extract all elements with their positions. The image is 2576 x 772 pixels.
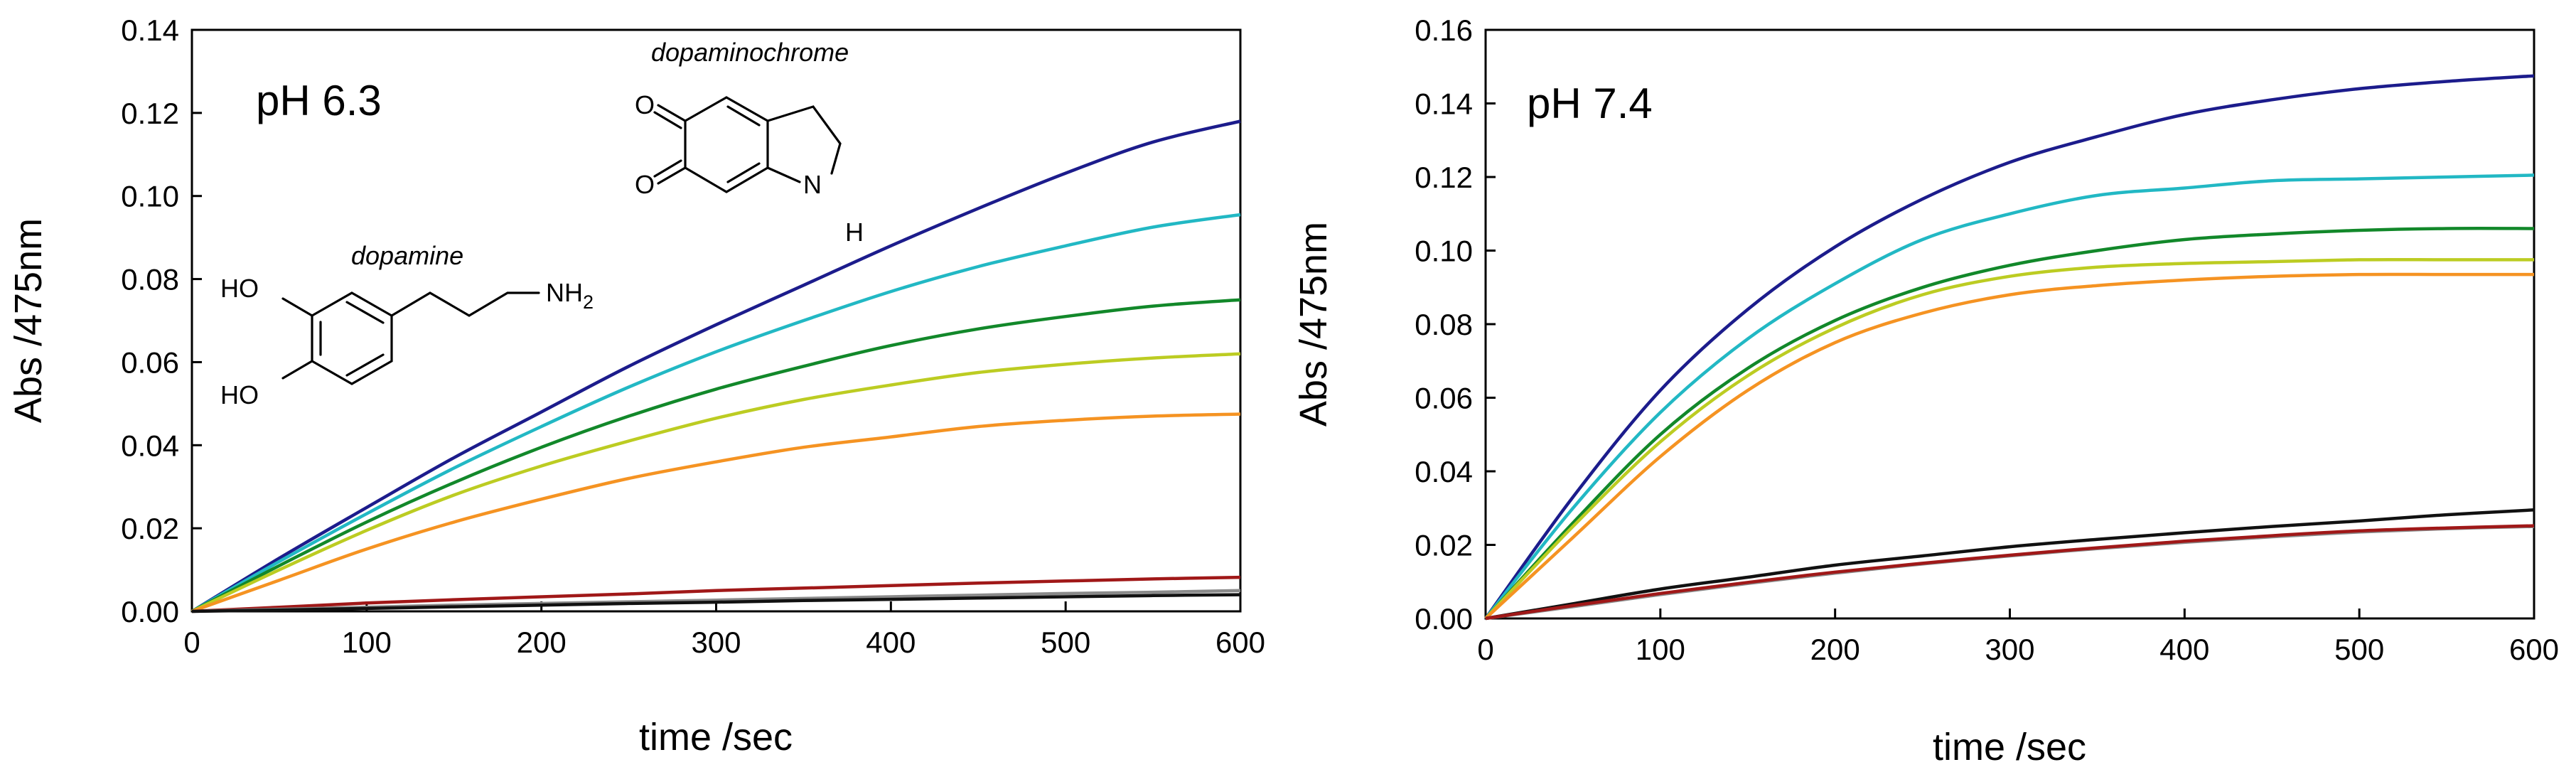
y-tick-label: 0.00: [1415, 602, 1473, 636]
axis-ticks: 0 100 200 300 400 500 600 0.00 0.02 0.04 0.06 0.08 0…: [121, 14, 1265, 659]
axis-ticks: 0 100 200 300 400 500 600 0.00 0.02 0.04 0.06 0.08 0…: [1415, 14, 2559, 666]
ho-bottom: HO: [220, 380, 259, 409]
x-tick-label: 500: [2334, 633, 2384, 666]
chart-ph74: 0 100 200 300 400 500 600 0.00 0.02 0.04 0.06 0.08 0…: [1292, 14, 2559, 768]
y-tick-label: 0.14: [1415, 87, 1473, 121]
x-tick-label: 200: [1810, 633, 1860, 666]
series-line-yellow-green: [1484, 257, 2534, 620]
y-tick-label: 0.00: [121, 595, 179, 628]
ring-double-bond: [345, 353, 385, 377]
y-tick-label: 0.08: [1415, 308, 1473, 341]
x-tick-label: 500: [1041, 626, 1090, 659]
x-tick-label: 100: [342, 626, 392, 659]
carbonyl-bond: [657, 166, 687, 185]
o-bottom: O: [635, 170, 655, 199]
y-axis-title: Abs /475nm: [7, 218, 50, 423]
y-tick-label: 0.06: [1415, 382, 1473, 415]
series-line-green: [1484, 227, 2535, 620]
x-tick-label: 600: [2509, 633, 2559, 666]
nh2-label: NH2: [546, 278, 594, 313]
chart-ph63: 0 100 200 300 400 500 600 0.00 0.02 0.04 0.06 0.08 0…: [7, 14, 1265, 758]
series-line-green: [190, 298, 1241, 613]
pyrroline-ring: [766, 105, 842, 175]
n-bond: [766, 166, 801, 183]
y-tick-label: 0.16: [1415, 14, 1473, 47]
ethylamine-chain: [390, 291, 540, 317]
series-line-orange: [1484, 272, 2534, 620]
x-tick-label: 300: [1985, 633, 2034, 666]
n-atom: N: [803, 170, 822, 199]
panel-label: pH 6.3: [256, 77, 382, 124]
y-axis-title: Abs /475nm: [1292, 222, 1335, 427]
x-axis-title: time /sec: [639, 716, 793, 758]
series-group: [1484, 74, 2535, 621]
panel-label: pH 7.4: [1527, 80, 1653, 127]
oh-bond: [281, 297, 313, 317]
x-tick-label: 400: [866, 626, 916, 659]
y-tick-label: 0.08: [121, 263, 179, 296]
series-line-yellow-green: [191, 352, 1241, 613]
y-tick-label: 0.12: [1415, 161, 1473, 194]
series-line-dark-red: [1485, 524, 2535, 621]
series-line-cyan: [1484, 173, 2535, 620]
x-tick-label: 600: [1215, 626, 1265, 659]
y-tick-label: 0.10: [1415, 235, 1473, 268]
series-line-orange: [191, 412, 1241, 613]
ring-double-bond: [726, 105, 761, 127]
y-tick-label: 0.04: [121, 429, 179, 462]
x-axis-title: time /sec: [1933, 726, 2086, 768]
ring-double-bond: [726, 162, 761, 183]
dopamine-ring: [311, 291, 393, 385]
y-tick-label: 0.06: [121, 345, 179, 379]
x-tick-label: 0: [183, 626, 200, 659]
carbonyl-bond: [653, 111, 682, 129]
x-tick-label: 200: [517, 626, 567, 659]
h-atom: H: [845, 218, 864, 247]
x-tick-label: 300: [691, 626, 741, 659]
x-tick-label: 0: [1477, 633, 1493, 666]
dopaminochrome-label: dopaminochrome: [651, 38, 849, 67]
series-line-black: [1485, 508, 2535, 621]
quinone-ring: [684, 96, 769, 193]
y-tick-label: 0.02: [1415, 529, 1473, 562]
dopamine-label: dopamine: [351, 241, 463, 270]
x-tick-label: 100: [1636, 633, 1685, 666]
carbonyl-bond: [657, 104, 687, 122]
y-tick-label: 0.10: [121, 180, 179, 213]
y-tick-label: 0.14: [121, 14, 179, 47]
series-line-navy: [190, 119, 1241, 613]
series-line-navy: [1484, 74, 2535, 620]
series-line-dark-red: [191, 575, 1241, 613]
y-tick-label: 0.04: [1415, 455, 1473, 488]
carbonyl-bond: [653, 159, 682, 178]
ring-double-bond: [345, 301, 385, 324]
series-line-cyan: [190, 213, 1241, 613]
y-tick-label: 0.02: [121, 512, 179, 545]
ho-top: HO: [220, 274, 259, 303]
dopaminochrome-structure: dopaminochrome O O N H: [635, 38, 864, 247]
series-line-black: [191, 593, 1241, 613]
series-group: [190, 119, 1241, 613]
y-tick-label: 0.12: [121, 97, 179, 130]
series-line-gray: [1485, 525, 2535, 621]
x-tick-label: 400: [2159, 633, 2209, 666]
oh-bond: [281, 360, 313, 380]
dopamine-structure: dopamine HO HO NH2: [220, 241, 594, 409]
o-top: O: [635, 90, 655, 119]
